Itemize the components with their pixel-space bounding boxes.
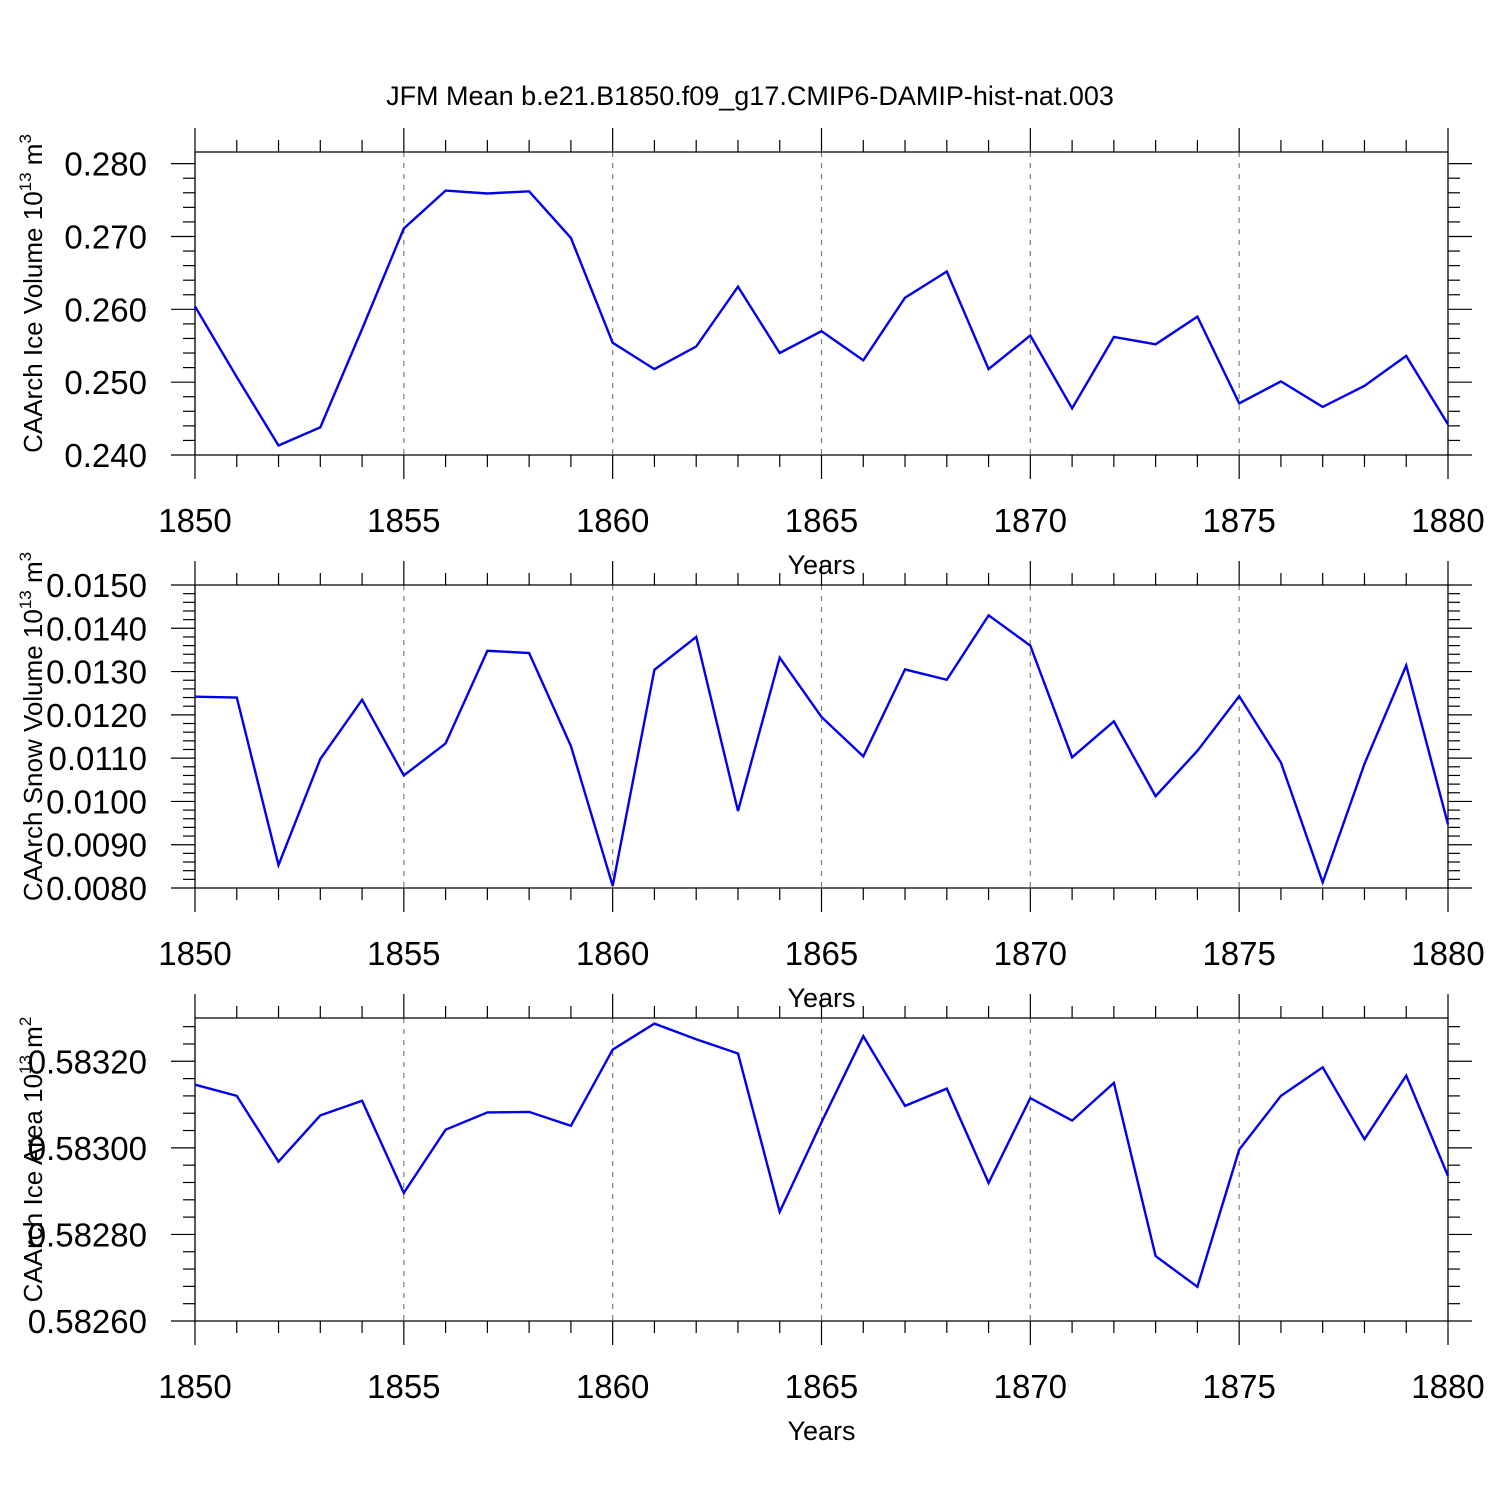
x-tick-label: 1865 — [785, 502, 858, 539]
y-tick-label: 0.0090 — [46, 827, 147, 864]
y-axis-label: CAArch Ice Volume 1013 m3 — [16, 134, 48, 453]
y-tick-label: 0.58260 — [28, 1303, 147, 1340]
x-tick-label: 1850 — [158, 1368, 231, 1405]
x-tick-label: 1875 — [1202, 502, 1275, 539]
y-tick-label: 0.260 — [64, 291, 147, 328]
y-tick-label: 0.0140 — [46, 610, 147, 647]
x-tick-label: 1860 — [576, 502, 649, 539]
y-tick-label: 0.0100 — [46, 783, 147, 820]
x-tick-label: 1870 — [994, 1368, 1067, 1405]
y-axis-label: CAArch Snow Volume 1013 m3 — [16, 552, 48, 901]
y-tick-label: 0.0130 — [46, 654, 147, 691]
x-tick-label: 1855 — [367, 1368, 440, 1405]
y-tick-label: 0.0150 — [46, 567, 147, 604]
x-tick-label: 1855 — [367, 935, 440, 972]
y-axis-label: CAArch Ice Area 1013 m2 — [16, 1017, 48, 1303]
x-tick-label: 1850 — [158, 502, 231, 539]
x-tick-label: 1875 — [1202, 1368, 1275, 1405]
series-line — [194, 1022, 1450, 1289]
x-tick-label: 1865 — [785, 1368, 858, 1405]
x-tick-label: 1870 — [994, 502, 1067, 539]
x-tick-label: 1880 — [1411, 935, 1484, 972]
series-line — [193, 189, 1450, 448]
x-tick-label: 1855 — [367, 502, 440, 539]
y-tick-label: 0.58320 — [28, 1043, 147, 1080]
y-tick-label: 0.0120 — [46, 697, 147, 734]
x-tick-label: 1865 — [785, 935, 858, 972]
y-tick-label: 0.58280 — [28, 1216, 147, 1253]
x-tick-label: 1875 — [1202, 935, 1275, 972]
y-tick-label: 0.0110 — [49, 740, 147, 777]
x-tick-label: 1860 — [576, 935, 649, 972]
series-line — [194, 613, 1450, 887]
x-tick-label: 1880 — [1411, 502, 1484, 539]
x-tick-label: 1880 — [1411, 1368, 1484, 1405]
panels: 1850 1855 1860 1865 1870 1875 1880 0.240 0.250 0.… — [16, 128, 1485, 1446]
y-tick-label: 0.58300 — [28, 1130, 147, 1167]
x-tick-label: 1850 — [158, 935, 231, 972]
figure-title: JFM Mean b.e21.B1850.f09_g17.CMIP6-DAMIP… — [386, 81, 1114, 111]
x-tick-label: 1860 — [576, 1368, 649, 1405]
y-tick-label: 0.270 — [64, 218, 147, 255]
panel-2: 1850 1855 1860 1865 1870 1875 1880 0.0080 0.0090… — [16, 552, 1485, 1013]
panel-3: 1850 1855 1860 1865 1870 1875 1880 0.58260 0.582… — [16, 994, 1485, 1446]
x-axis-label: Years — [787, 1416, 855, 1446]
y-tick-label: 0.0080 — [46, 870, 147, 907]
y-tick-label: 0.240 — [64, 437, 147, 474]
panel-1: 1850 1855 1860 1865 1870 1875 1880 0.240 0.250 0.… — [16, 128, 1485, 580]
y-tick-label: 0.280 — [64, 146, 147, 183]
y-tick-label: 0.250 — [64, 364, 147, 401]
x-tick-label: 1870 — [994, 935, 1067, 972]
